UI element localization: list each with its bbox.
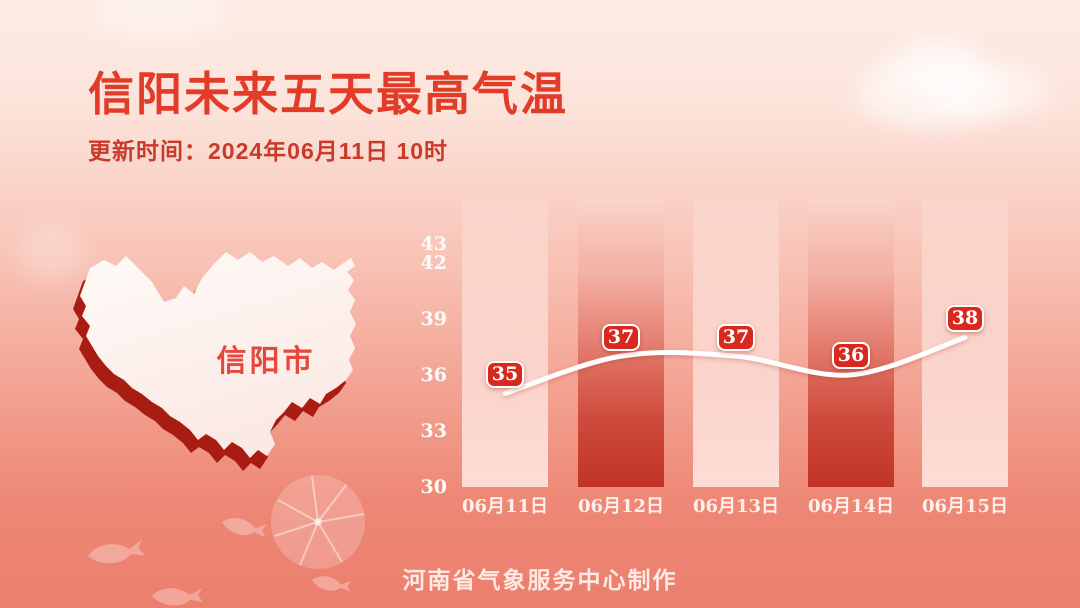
update-time: 更新时间：2024年06月11日 10时 <box>88 138 449 164</box>
x-axis-label: 06月14日 <box>807 496 895 517</box>
cloud-icon <box>857 55 1007 129</box>
day-column <box>462 200 548 487</box>
temperature-badge: 37 <box>602 323 640 351</box>
y-axis-tick: 36 <box>420 363 447 386</box>
x-axis-label: 06月11日 <box>461 496 549 517</box>
temperature-badge: 37 <box>717 323 755 351</box>
credit-text: 河南省气象服务中心制作 <box>402 567 678 593</box>
y-axis-tick: 33 <box>420 419 447 442</box>
cloud-icon <box>895 35 981 101</box>
temperature-line <box>502 334 968 397</box>
y-axis-tick: 42 <box>420 251 447 274</box>
map-region <box>80 252 356 458</box>
x-axis-label: 06月13日 <box>692 496 780 517</box>
plot-area: 06月11日 06月12日 06月13日 06月14日 06月15日 35 37 37 36 38 <box>457 200 1019 517</box>
xinyang-map: 信阳市 <box>64 238 396 490</box>
cloud-icon <box>930 62 1050 118</box>
page-title: 信阳未来五天最高气温 <box>88 68 568 120</box>
temperature-badge: 35 <box>486 361 524 389</box>
map-shape <box>73 252 356 471</box>
cloud-icon <box>95 0 225 38</box>
temperature-badge: 38 <box>946 304 984 332</box>
x-axis-label: 06月12日 <box>577 496 665 517</box>
y-axis-tick: 30 <box>420 476 447 498</box>
x-axis-label: 06月15日 <box>921 496 1009 517</box>
temperature-badge: 36 <box>832 342 870 370</box>
fish-icon <box>222 518 267 537</box>
y-axis: 43 42 39 36 33 30 <box>405 200 447 498</box>
y-axis-tick: 39 <box>420 307 447 330</box>
map-label: 信阳市 <box>216 345 316 378</box>
y-axis-tick: 43 <box>420 233 447 255</box>
temperature-chart: 43 42 39 36 33 30 06月11日 06月12日 06月13日 06月14日 06月… <box>405 200 1020 517</box>
day-column <box>922 200 1008 487</box>
